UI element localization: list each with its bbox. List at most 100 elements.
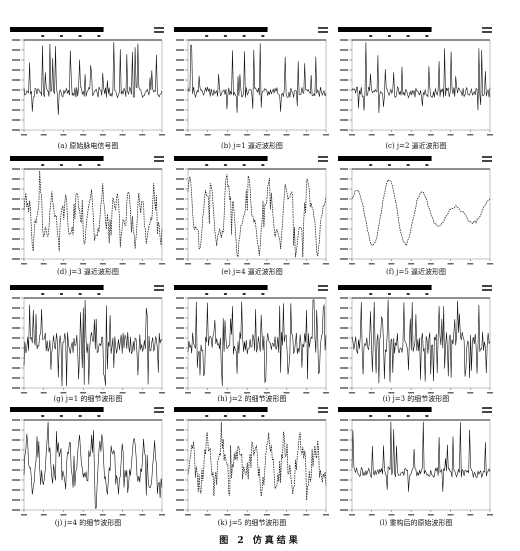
y-tick-label [12,129,20,131]
y-tick-label [176,337,184,339]
x-tick-label [487,263,493,265]
corner-mark [318,156,328,158]
y-tick-label [176,499,184,501]
caption-b: (b) j=1 逼近波形图 [221,142,283,150]
x-tick-label [263,263,270,265]
corner-mark [482,31,492,33]
x-tick-label [99,263,106,265]
y-tick-label [176,59,184,61]
y-tick-label [12,499,20,501]
toolbar-mark [59,293,63,295]
waveform-svg [10,407,165,516]
x-tick-label [283,392,290,394]
caption-j: (j) j=4 的细节波形图 [54,519,122,527]
y-tick-label [176,218,184,220]
toolbar-mark [406,164,410,166]
caption-a: (a) 原始脉电信号图 [57,142,119,150]
x-tick-label [99,134,106,136]
x-tick-label [467,514,474,516]
x-tick-label [263,134,270,136]
toolbar-mark [242,415,246,417]
y-tick-label [340,238,348,240]
x-tick-label [447,134,454,136]
y-tick-label [340,69,348,71]
x-tick-label [349,263,355,265]
chart-panel-i [338,284,494,396]
waveform-svg [338,407,493,516]
x-tick-label [80,263,87,265]
y-tick-label [340,509,348,511]
corner-mark [482,407,492,409]
toolbar-bar [10,27,104,32]
y-tick-label [340,59,348,61]
y-tick-label [340,258,348,260]
y-tick-label [176,79,184,81]
y-tick-label [12,109,20,111]
y-tick-label [12,347,20,349]
toolbar-mark [78,415,82,417]
x-tick-label [80,134,87,136]
x-tick-label [388,134,395,136]
x-tick-label [388,263,395,265]
x-tick-label [204,392,211,394]
corner-mark [154,31,164,33]
y-tick-label [12,258,20,260]
x-tick-label [139,392,146,394]
toolbar-mark [387,293,391,295]
waveform-line [351,299,491,384]
figure-caption: 图 2 仿真结果 [219,536,301,546]
x-tick-label [388,514,395,516]
caption-h: (h) j=2 的细节波形图 [217,395,287,403]
y-tick-label [340,109,348,111]
y-tick-label [176,307,184,309]
toolbar-bar [338,156,432,161]
y-tick-label [340,479,348,481]
toolbar-mark [59,415,63,417]
x-tick-label [323,392,329,394]
chart-panel-l [338,406,494,518]
y-tick-label [176,327,184,329]
y-tick-label [12,489,20,491]
x-tick-label [408,263,415,265]
toolbar-mark [387,415,391,417]
y-tick-label [12,228,20,230]
x-tick-label [427,514,434,516]
y-tick-label [12,198,20,200]
y-tick-label [340,469,348,471]
plot-frame [23,419,163,511]
x-tick-label [80,392,87,394]
y-tick-label [12,49,20,51]
y-tick-label [12,79,20,81]
chart-panel-e [174,155,330,267]
y-tick-label [12,119,20,121]
toolbar-mark [223,293,227,295]
caption-k: (k) j=5 的细节波形图 [217,519,287,527]
corner-mark [318,289,328,291]
x-tick-label [60,514,67,516]
x-tick-label [159,392,165,394]
toolbar-mark [223,164,227,166]
corner-mark [154,411,164,413]
toolbar-mark [261,35,265,37]
y-tick-label [12,188,20,190]
toolbar-mark [369,164,373,166]
y-tick-label [176,198,184,200]
x-tick-label [185,514,191,516]
x-tick-label [408,514,415,516]
waveform-line [187,299,327,387]
y-tick-label [176,109,184,111]
toolbar-mark [97,35,101,37]
y-tick-label [12,89,20,91]
y-tick-label [176,119,184,121]
chart-panel-g [10,284,166,396]
waveform-svg [174,156,329,265]
toolbar-mark [205,164,209,166]
y-tick-label [176,178,184,180]
toolbar-mark [406,415,410,417]
toolbar-mark [205,35,209,37]
x-tick-label [60,392,67,394]
y-tick-label [12,337,20,339]
waveform-svg [174,27,329,136]
corner-mark [154,289,164,291]
toolbar-mark [369,35,373,37]
